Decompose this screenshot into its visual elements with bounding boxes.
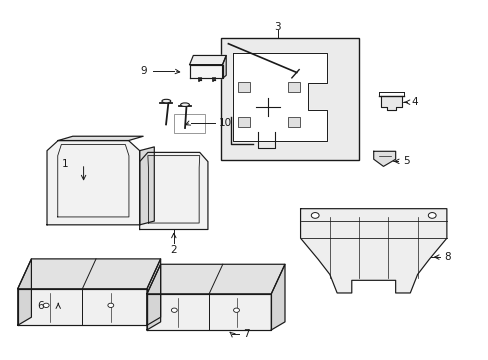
Polygon shape (147, 264, 160, 330)
Text: 1: 1 (61, 159, 68, 169)
Bar (238, 82, 249, 92)
Text: 5: 5 (402, 156, 409, 166)
Text: 6: 6 (37, 301, 43, 311)
Polygon shape (222, 55, 226, 78)
Polygon shape (189, 55, 226, 64)
Polygon shape (140, 147, 154, 225)
Polygon shape (271, 264, 285, 330)
Polygon shape (300, 209, 446, 293)
Polygon shape (18, 259, 31, 325)
Polygon shape (147, 259, 160, 325)
Bar (287, 117, 299, 127)
Polygon shape (147, 294, 271, 330)
Text: 3: 3 (274, 22, 281, 32)
Text: 10: 10 (218, 118, 231, 128)
Polygon shape (58, 136, 143, 140)
Polygon shape (189, 64, 222, 78)
Text: 8: 8 (444, 252, 450, 262)
Polygon shape (47, 140, 140, 225)
Text: 9: 9 (140, 66, 147, 76)
Polygon shape (140, 152, 207, 229)
Text: 2: 2 (170, 245, 177, 255)
Bar (238, 117, 249, 127)
Polygon shape (373, 151, 395, 166)
Text: 4: 4 (411, 97, 418, 107)
Polygon shape (380, 96, 401, 110)
Bar (221, 39, 358, 160)
Circle shape (171, 308, 177, 312)
Polygon shape (18, 289, 147, 325)
Bar (287, 82, 299, 92)
Circle shape (311, 212, 319, 218)
Text: 7: 7 (243, 329, 250, 339)
Ellipse shape (162, 99, 170, 103)
Circle shape (233, 308, 239, 312)
Polygon shape (18, 259, 160, 289)
Circle shape (427, 212, 435, 218)
Ellipse shape (180, 103, 189, 107)
Polygon shape (147, 264, 285, 294)
Circle shape (43, 303, 49, 307)
Bar (173, 114, 205, 134)
Polygon shape (233, 53, 326, 140)
Circle shape (108, 303, 114, 307)
